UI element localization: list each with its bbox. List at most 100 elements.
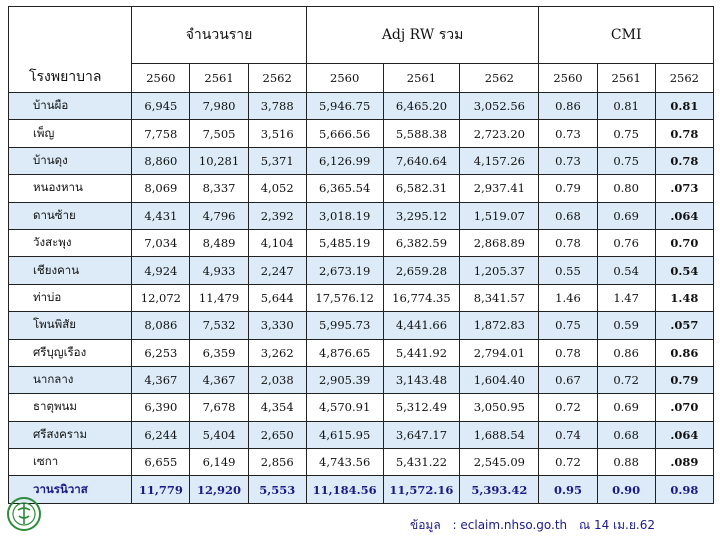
table-row: วานรนิวาส 11,779 12,920 5,553 11,184.56 11,57… [7, 475, 715, 504]
cmi-cell: 0.75 [596, 146, 656, 176]
cmi-cell: 0.75 [596, 119, 656, 148]
cmi-cell: 0.78 [538, 228, 598, 258]
adj-rw-cell: 5,588.38 [382, 119, 461, 148]
cmi-cell: 0.75 [538, 311, 598, 340]
hospital-name: ศรีสงคราม [7, 420, 133, 450]
cmi-cell: 0.80 [596, 174, 656, 203]
adj-rw-cell: 1,604.40 [459, 365, 540, 395]
data-source-footer: ข้อมูล : eclaim.nhso.go.th ณ 14 เม.ย.62 [410, 516, 663, 535]
adj-rw-cell: 4,441.66 [382, 311, 461, 340]
case-count-cell: 6,149 [189, 448, 249, 477]
cmi-cell: 0.70 [654, 228, 715, 258]
cmi-cell: 0.90 [596, 475, 656, 504]
cmi-cell: .064 [654, 201, 715, 230]
case-count-cell: 5,553 [247, 475, 307, 504]
header-cmi: CMI [538, 6, 714, 64]
case-count-cell: 8,337 [189, 174, 249, 203]
cmi-cell: 0.98 [654, 475, 715, 504]
adj-rw-cell: 2,545.09 [459, 448, 540, 477]
cmi-cell: 1.48 [654, 283, 715, 313]
adj-rw-cell: 11,572.16 [382, 475, 461, 504]
case-count-cell: 7,758 [131, 119, 191, 148]
cmi-cell: 0.69 [596, 393, 656, 422]
hospital-name: วังสะพุง [7, 228, 133, 258]
adj-rw-cell: 6,365.54 [305, 174, 384, 203]
adj-rw-cell: 2,868.89 [459, 228, 540, 258]
hospital-name: บ้านดุง [7, 146, 133, 176]
adj-rw-cell: 7,640.64 [382, 146, 461, 176]
year-header: 2562 [654, 63, 715, 93]
hospital-name: เชียงคาน [7, 256, 133, 285]
cmi-cell: 0.95 [538, 475, 598, 504]
adj-rw-cell: 1,688.54 [459, 420, 540, 450]
adj-rw-cell: 5,431.22 [382, 448, 461, 477]
hospital-name: ธาตุพนม [7, 393, 133, 422]
case-count-cell: 8,489 [189, 228, 249, 258]
adj-rw-cell: 4,743.56 [305, 448, 384, 477]
case-count-cell: 4,104 [247, 228, 307, 258]
cmi-cell: .057 [654, 311, 715, 340]
adj-rw-cell: 4,876.65 [305, 338, 384, 367]
case-count-cell: 7,505 [189, 119, 249, 148]
adj-rw-cell: 8,341.57 [459, 283, 540, 313]
cmi-cell: 1.47 [596, 283, 656, 313]
table-row: ธาตุพนม 6,390 7,678 4,354 4,570.91 5,312.49 3,… [7, 393, 715, 422]
adj-rw-cell: 6,382.59 [382, 228, 461, 258]
cmi-cell: 0.72 [596, 365, 656, 395]
case-count-cell: 6,359 [189, 338, 249, 367]
adj-rw-cell: 3,050.95 [459, 393, 540, 422]
hospital-column-header: โรงพยาบาล [7, 6, 133, 93]
table-row: ท่าบ่อ 12,072 11,479 5,644 17,576.12 16,774.3… [7, 283, 715, 313]
adj-rw-cell: 5,485.19 [305, 228, 384, 258]
case-count-cell: 6,655 [131, 448, 191, 477]
cmi-cell: 0.68 [538, 201, 598, 230]
case-count-cell: 3,262 [247, 338, 307, 367]
case-count-cell: 4,354 [247, 393, 307, 422]
adj-rw-cell: 11,184.56 [305, 475, 384, 504]
table-row: ดานซ้าย 4,431 4,796 2,392 3,018.19 3,295.12 1,… [7, 201, 715, 230]
table-row: วังสะพุง 7,034 8,489 4,104 5,485.19 6,382.59 2… [7, 228, 715, 258]
cmi-cell: 0.81 [654, 91, 715, 121]
table-row: ศรีบุญเรือง 6,253 6,359 3,262 4,876.65 5,441.… [7, 338, 715, 367]
adj-rw-cell: 5,666.56 [305, 119, 384, 148]
cmi-cell: 0.76 [596, 228, 656, 258]
case-count-cell: 5,644 [247, 283, 307, 313]
cmi-cell: 0.86 [538, 91, 598, 121]
cmi-cell: 0.54 [596, 256, 656, 285]
cmi-cell: 0.73 [538, 119, 598, 148]
hospital-name: เซกา [7, 448, 133, 477]
case-count-cell: 4,933 [189, 256, 249, 285]
year-header: 2562 [247, 63, 307, 93]
case-count-cell: 7,980 [189, 91, 249, 121]
adj-rw-cell: 4,570.91 [305, 393, 384, 422]
hospital-name: ศรีบุญเรือง [7, 338, 133, 367]
adj-rw-cell: 1,205.37 [459, 256, 540, 285]
cmi-cell: 0.78 [654, 119, 715, 148]
case-count-cell: 4,796 [189, 201, 249, 230]
adj-rw-cell: 5,995.73 [305, 311, 384, 340]
hospital-name: บ้านผือ [7, 91, 133, 121]
adj-rw-cell: 2,723.20 [459, 119, 540, 148]
case-count-cell: 11,479 [189, 283, 249, 313]
cmi-cell: 0.78 [654, 146, 715, 176]
cmi-cell: 0.54 [654, 256, 715, 285]
table-row: เพ็ญ 7,758 7,505 3,516 5,666.56 5,588.38 2,723… [7, 119, 715, 148]
year-header-row: 2560 2561 2562 2560 2561 2562 2560 2561 … [9, 63, 715, 93]
cmi-cell: 0.68 [596, 420, 656, 450]
table-row: ศรีสงคราม 6,244 5,404 2,650 4,615.95 3,647.17… [7, 420, 715, 450]
footer-source: : eclaim.nhso.go.th [452, 518, 568, 532]
case-count-cell: 6,390 [131, 393, 191, 422]
cmi-cell: 0.86 [654, 338, 715, 367]
cmi-cell: 0.69 [596, 201, 656, 230]
year-header: 2560 [305, 63, 384, 93]
adj-rw-cell: 3,018.19 [305, 201, 384, 230]
case-count-cell: 3,788 [247, 91, 307, 121]
cmi-cell: 0.59 [596, 311, 656, 340]
header-adj-rw: Adj RW รวม [305, 6, 540, 64]
cmi-cell: 0.73 [538, 146, 598, 176]
adj-rw-cell: 4,615.95 [305, 420, 384, 450]
case-count-cell: 8,860 [131, 146, 191, 176]
table-row: หนองหาน 8,069 8,337 4,052 6,365.54 6,582.31 2,… [7, 174, 715, 203]
table-row: บ้านดุง 8,860 10,281 5,371 6,126.99 7,640.64 4… [7, 146, 715, 176]
case-count-cell: 4,052 [247, 174, 307, 203]
